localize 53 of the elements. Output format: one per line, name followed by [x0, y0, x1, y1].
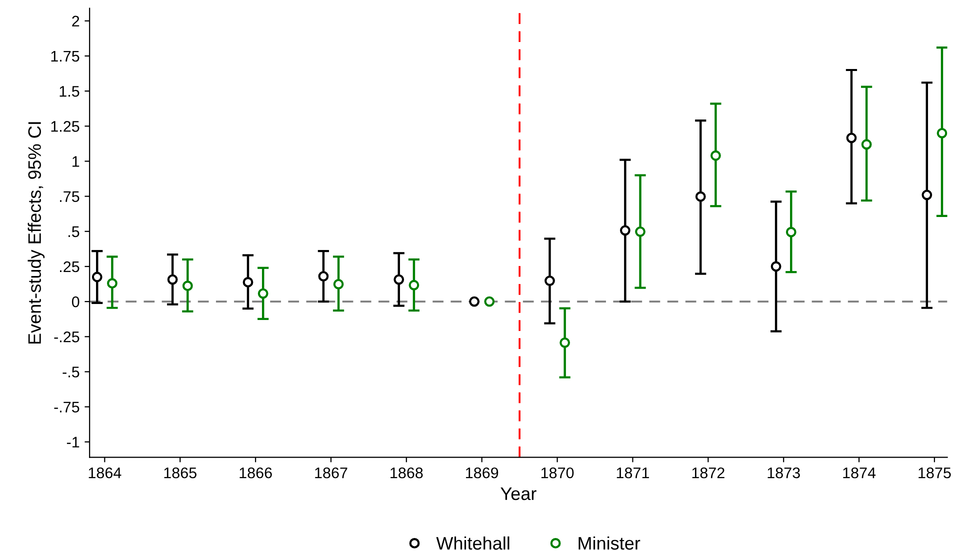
point: [710, 150, 721, 161]
y-tick-label: -1: [66, 436, 80, 448]
point: [258, 288, 268, 299]
y-tick-label: 2: [72, 16, 80, 26]
x-tick-label: 1875: [918, 467, 951, 478]
legend-label: Minister: [578, 536, 640, 550]
y-tick-label: .25: [60, 261, 80, 272]
y-tick-label: 0: [72, 296, 80, 308]
y-tick-label: -.75: [54, 402, 80, 412]
point: [242, 276, 254, 288]
point: [107, 278, 118, 289]
point: [770, 261, 782, 272]
point: [333, 278, 344, 290]
point: [408, 280, 420, 290]
x-tick-label: 1864: [88, 467, 122, 478]
point: [635, 226, 646, 237]
y-axis-title: Event-study Effects, 95% CI: [28, 122, 45, 344]
x-tick-label: 1870: [541, 467, 574, 478]
point: [318, 271, 329, 282]
point: [544, 276, 555, 286]
x-tick-label: 1866: [240, 467, 272, 478]
point: [922, 190, 932, 200]
y-tick-label: -.5: [62, 366, 80, 378]
point: [620, 225, 630, 236]
legend-label: Whitehall: [436, 536, 510, 550]
y-tick-label: .5: [68, 226, 80, 238]
point: [484, 296, 495, 307]
point: [936, 128, 948, 138]
x-tick-label: 1865: [164, 467, 196, 478]
point: [861, 139, 872, 150]
point: [92, 272, 102, 282]
x-tick-label: 1869: [466, 467, 498, 478]
x-tick-label: 1871: [616, 467, 649, 478]
x-tick-label: 1873: [768, 467, 800, 478]
point: [167, 274, 178, 285]
x-tick-label: 1867: [315, 467, 348, 478]
x-tick-label: 1868: [390, 467, 423, 478]
x-tick-label: 1874: [843, 467, 876, 478]
point: [695, 191, 706, 202]
point: [846, 132, 857, 144]
y-tick-label: 1.75: [51, 51, 80, 62]
y-tick-label: 1: [72, 156, 80, 167]
point: [182, 280, 193, 292]
y-tick-label: 1.25: [51, 121, 80, 132]
x-axis-title: Year: [500, 488, 536, 500]
y-tick-label: .75: [60, 191, 80, 202]
y-tick-label: -.25: [54, 332, 80, 342]
point: [560, 337, 570, 348]
point: [394, 274, 404, 285]
point: [469, 296, 480, 307]
point: [786, 226, 796, 238]
y-tick-label: 1.5: [60, 86, 80, 97]
x-tick-label: 1872: [692, 467, 724, 478]
